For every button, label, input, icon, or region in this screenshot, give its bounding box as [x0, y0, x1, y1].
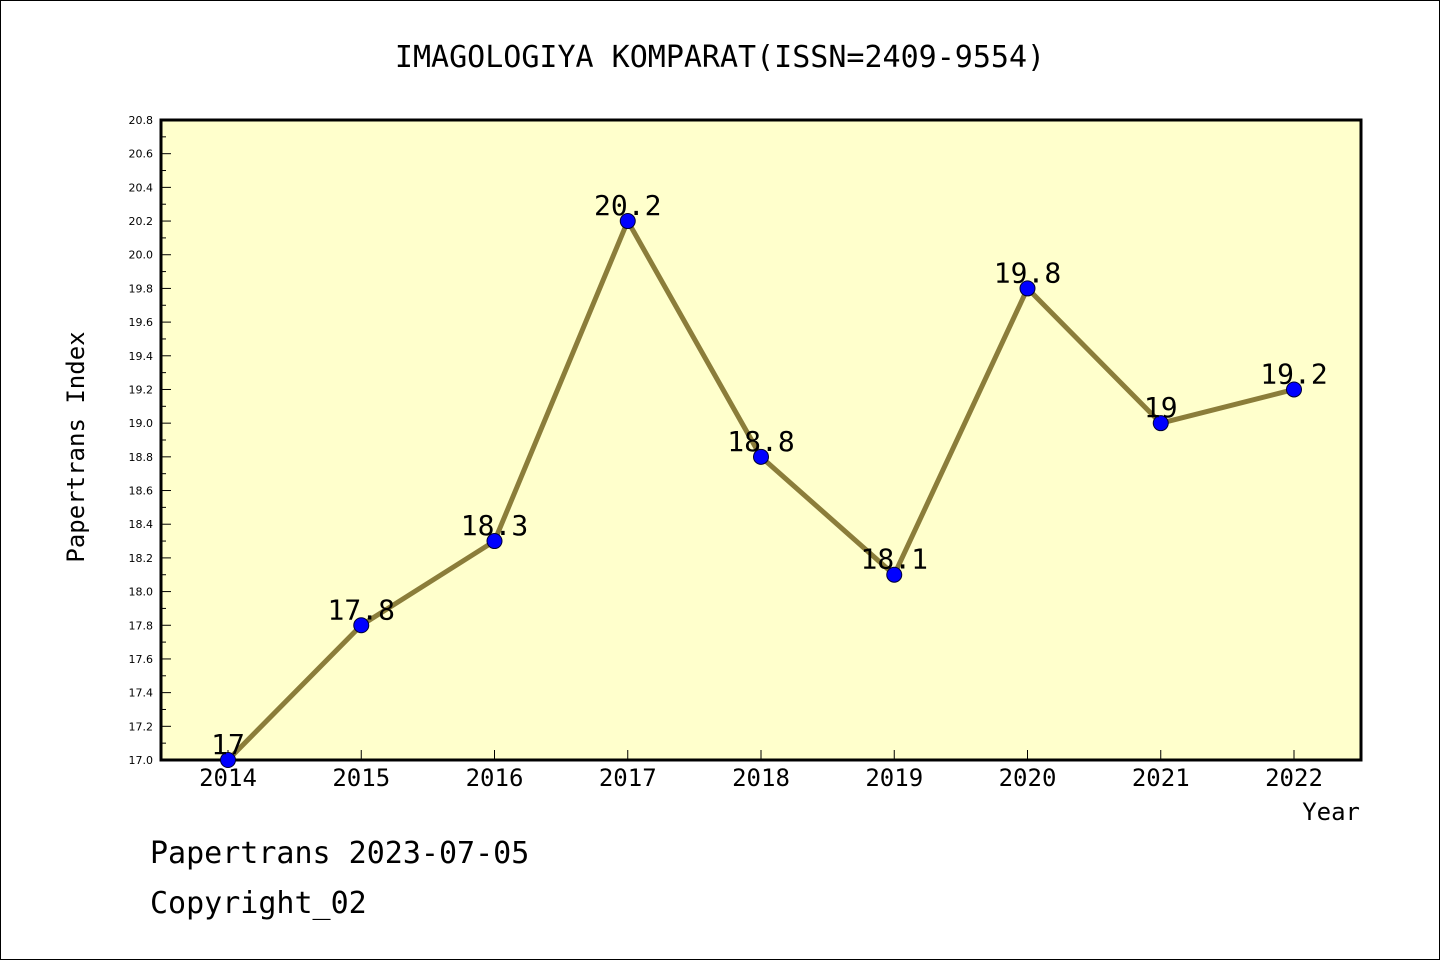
- x-tick-label: 2018: [732, 764, 790, 792]
- data-label: 17.8: [328, 593, 395, 626]
- y-tick-label: 17.2: [129, 720, 154, 733]
- footer-date: Papertrans 2023-07-05: [150, 836, 530, 871]
- data-point: [486, 533, 503, 550]
- x-tick-label: 2017: [599, 764, 657, 792]
- y-tick-label: 17.6: [129, 653, 154, 666]
- x-axis-label: Year: [1302, 798, 1360, 826]
- data-label: 20.2: [594, 189, 661, 222]
- x-tick-label: 2021: [1132, 764, 1190, 792]
- y-tick-label: 17.0: [129, 754, 154, 767]
- x-axis: 2014 2015 2016 2017 2018 2019 2020 2021 2022: [199, 750, 1323, 792]
- data-label: 18.8: [727, 425, 794, 458]
- data-label: 17: [211, 728, 245, 761]
- plot-area: [159, 118, 1363, 762]
- y-tick-label: 17.4: [129, 687, 154, 700]
- data-point: [1019, 280, 1036, 297]
- y-tick-label: 20.6: [129, 148, 154, 161]
- x-tick-label: 2014: [199, 764, 257, 792]
- y-tick-label: 18.6: [129, 485, 154, 498]
- data-label: 18.3: [461, 509, 528, 542]
- footer-copyright: Copyright_02: [150, 886, 367, 921]
- x-tick-label: 2019: [865, 764, 923, 792]
- x-tick-label: 2022: [1265, 764, 1323, 792]
- y-tick-label: 18.8: [129, 451, 154, 464]
- data-label: 19: [1144, 391, 1178, 424]
- y-tick-label: 19.6: [129, 316, 154, 329]
- y-tick-label: 18.0: [129, 586, 154, 599]
- chart-title: IMAGOLOGIYA KOMPARAT(ISSN=2409-9554): [395, 40, 1045, 75]
- data-point: [220, 752, 236, 768]
- x-tick-label: 2015: [332, 764, 390, 792]
- y-tick-label: 20.0: [129, 249, 154, 262]
- y-tick-label: 20.4: [129, 181, 154, 194]
- x-tick-label: 2016: [466, 764, 524, 792]
- data-point: [1286, 381, 1302, 398]
- y-axis: 17.0 17.2 17.4 17.6 17.8 18.0 18.2 18.4 18.6 18.8…: [129, 114, 171, 767]
- data-label: 19.8: [994, 256, 1061, 289]
- y-tick-label: 17.8: [129, 619, 154, 632]
- y-tick-label: 18.4: [129, 518, 154, 531]
- data-point: [353, 617, 370, 634]
- series-line: [220, 213, 1302, 768]
- y-tick-label: 20.2: [129, 215, 154, 228]
- y-tick-label: 19.2: [129, 383, 154, 396]
- data-point: [753, 448, 769, 465]
- y-tick-label: 19.0: [129, 417, 154, 430]
- y-tick-label: 19.4: [129, 350, 154, 363]
- y-tick-label: 20.8: [129, 114, 154, 127]
- data-point: [886, 566, 903, 583]
- x-tick-label: 2020: [999, 764, 1057, 792]
- data-label: 18.1: [861, 543, 928, 576]
- data-labels: 17 17.8 18.3 20.2 18.8 18.1 19.8 19 19.2: [211, 189, 1328, 761]
- data-point: [1152, 415, 1169, 432]
- data-point: [619, 213, 636, 230]
- y-axis-label: Papertrans Index: [62, 331, 90, 562]
- y-tick-label: 18.2: [129, 552, 154, 565]
- data-label: 19.2: [1260, 357, 1327, 390]
- y-tick-label: 19.8: [129, 282, 154, 295]
